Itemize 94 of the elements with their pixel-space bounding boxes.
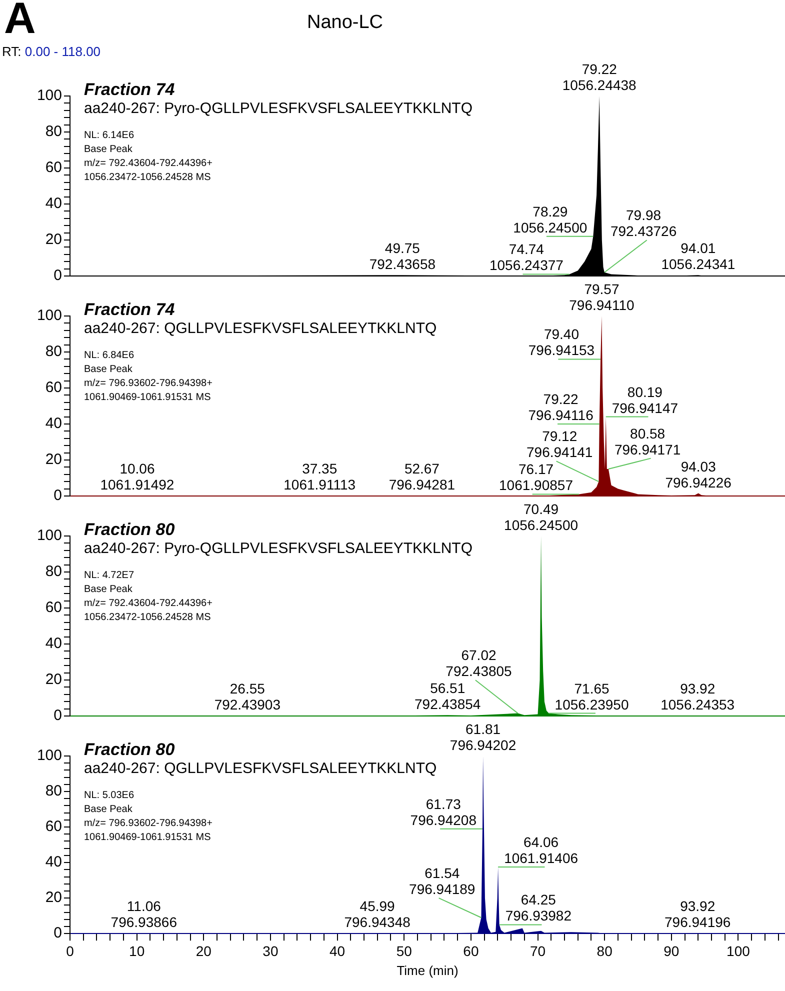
annotation: 79.22 796.94116 bbox=[528, 391, 594, 423]
y-tick-label: 20 bbox=[45, 231, 62, 248]
x-tick-label: 90 bbox=[664, 942, 680, 959]
chart-title: Fraction 74 bbox=[84, 80, 176, 99]
annotation: 79.98 792.43726 bbox=[610, 207, 677, 240]
annotation: NL: 6.14E6 bbox=[84, 130, 134, 141]
annotation: 93.92 1056.24353 bbox=[660, 680, 735, 712]
text: RT: 0.00 - 118.00 bbox=[2, 44, 101, 59]
y-tick-label: 80 bbox=[45, 123, 62, 140]
annotation: 11.06 796.93866 bbox=[110, 898, 178, 930]
y-tick-label: 20 bbox=[45, 671, 62, 688]
y-tick-label: 0 bbox=[54, 924, 62, 942]
annotation: 76.17 1061.90857 bbox=[499, 461, 574, 494]
chart-subtitle: aa240-267: Pyro-QGLLPVLESFKVSFLSALEEYTKKLNTQ bbox=[84, 540, 473, 557]
chart-title: Fraction 80 bbox=[84, 520, 176, 539]
annotation: 61.81 796.94202 bbox=[450, 721, 516, 753]
x-tick-label: 70 bbox=[530, 942, 546, 959]
x-tick-label: 80 bbox=[596, 942, 613, 959]
annotation: 94.01 1056.24341 bbox=[661, 240, 736, 272]
annotation: 52.67 796.94281 bbox=[388, 460, 456, 492]
text: A bbox=[4, 0, 36, 44]
annotation: NL: 6.84E6 bbox=[84, 350, 134, 361]
annotation: 1056.23472-1056.24528 MS bbox=[84, 172, 212, 183]
y-tick-label: 80 bbox=[45, 343, 62, 360]
annotation: 71.65 1056.23950 bbox=[554, 680, 629, 712]
y-tick-label: 40 bbox=[45, 195, 62, 212]
y-tick-label: 80 bbox=[45, 782, 62, 800]
annotation: 94.03 796.94226 bbox=[665, 458, 732, 490]
annotation: Base Peak bbox=[84, 584, 134, 595]
chart-subtitle: aa240-267: QGLLPVLESFKVSFLSALEEYTKKLNTQ bbox=[84, 320, 437, 337]
x-tick-label: 20 bbox=[196, 942, 212, 959]
y-tick-label: 0 bbox=[54, 487, 62, 504]
x-tick-label: 40 bbox=[330, 942, 346, 959]
annotation: 79.40 796.94153 bbox=[528, 326, 595, 358]
y-tick-label: 0 bbox=[54, 707, 62, 724]
annotation: 64.25 796.93982 bbox=[505, 892, 572, 924]
x-tick-label: 10 bbox=[129, 942, 145, 959]
annotation: 45.99 796.94348 bbox=[344, 898, 411, 930]
y-tick-label: 40 bbox=[45, 415, 62, 432]
annotation: 79.22 1056.24438 bbox=[562, 61, 637, 93]
x-tick-label: 30 bbox=[262, 942, 278, 959]
annotation: 64.06 1061.91406 bbox=[504, 834, 578, 866]
y-tick-label: 100 bbox=[36, 747, 62, 764]
x-axis-title: Time (min) bbox=[396, 962, 458, 978]
annotation: 56.51 792.43854 bbox=[414, 680, 481, 712]
annotation: 80.58 796.94171 bbox=[614, 425, 681, 458]
annotation: Base Peak bbox=[84, 144, 134, 155]
y-tick-label: 40 bbox=[45, 854, 62, 871]
annotation: 10.06 1061.91492 bbox=[100, 460, 174, 492]
annotation: Base Peak bbox=[84, 804, 134, 815]
x-tick-label: 0 bbox=[66, 942, 74, 959]
text: Nano-LC bbox=[306, 12, 384, 34]
y-tick-label: 60 bbox=[45, 818, 62, 836]
annotation: 78.29 1056.24500 bbox=[513, 203, 588, 236]
annotation: NL: 5.03E6 bbox=[84, 790, 134, 801]
annotation: 61.54 796.94189 bbox=[409, 865, 476, 898]
chart-subtitle: aa240-267: QGLLPVLESFKVSFLSALEEYTKKLNTQ bbox=[84, 760, 437, 777]
y-tick-label: 60 bbox=[45, 599, 62, 616]
y-tick-label: 100 bbox=[36, 307, 62, 324]
y-tick-label: 100 bbox=[36, 527, 62, 544]
y-tick-label: 0 bbox=[54, 267, 62, 284]
annotation: 79.12 796.94141 bbox=[526, 428, 593, 460]
annotation: 37.35 1061.91113 bbox=[284, 460, 356, 492]
annotation: 61.73 796.94208 bbox=[410, 796, 477, 828]
annotation: m/z= 796.93602-796.94398+ bbox=[84, 378, 213, 389]
y-tick-label: 60 bbox=[45, 159, 62, 176]
annotation: 1061.90469-1061.91531 MS bbox=[84, 392, 212, 403]
annotation: m/z= 792.43604-792.44396+ bbox=[84, 158, 213, 169]
annotation: 80.19 796.94147 bbox=[612, 384, 678, 416]
annotation: 1056.23472-1056.24528 MS bbox=[84, 612, 212, 623]
y-tick-label: 20 bbox=[45, 889, 62, 906]
y-tick-label: 40 bbox=[45, 635, 62, 652]
chart-title: Fraction 80 bbox=[84, 740, 176, 759]
annotation: m/z= 792.43604-792.44396+ bbox=[84, 598, 213, 609]
annotation: m/z= 796.93602-796.94398+ bbox=[84, 818, 213, 829]
annotation: 67.02 792.43805 bbox=[446, 647, 512, 680]
chart-subtitle: aa240-267: Pyro-QGLLPVLESFKVSFLSALEEYTKKLNTQ bbox=[84, 100, 473, 117]
x-tick-label: 50 bbox=[396, 942, 412, 959]
annotation: 79.57 796.94110 bbox=[569, 281, 634, 313]
annotation: Base Peak bbox=[84, 364, 134, 375]
y-tick-label: 100 bbox=[36, 87, 62, 104]
chart-title: Fraction 74 bbox=[84, 300, 176, 319]
y-tick-label: 60 bbox=[45, 379, 62, 396]
annotation: NL: 4.72E7 bbox=[84, 570, 134, 581]
y-tick-label: 20 bbox=[45, 451, 62, 468]
annotation: 26.55 792.43903 bbox=[214, 680, 281, 712]
y-tick-label: 80 bbox=[45, 563, 62, 580]
annotation: 70.49 1056.24500 bbox=[504, 501, 578, 533]
annotation: 93.92 796.94196 bbox=[664, 898, 731, 930]
annotation: 74.74 1056.24377 bbox=[489, 241, 564, 274]
annotation: 1061.90469-1061.91531 MS bbox=[84, 832, 212, 843]
x-tick-label: 60 bbox=[463, 942, 479, 959]
annotation: 49.75 792.43658 bbox=[369, 240, 436, 272]
x-tick-label: 100 bbox=[726, 942, 750, 959]
